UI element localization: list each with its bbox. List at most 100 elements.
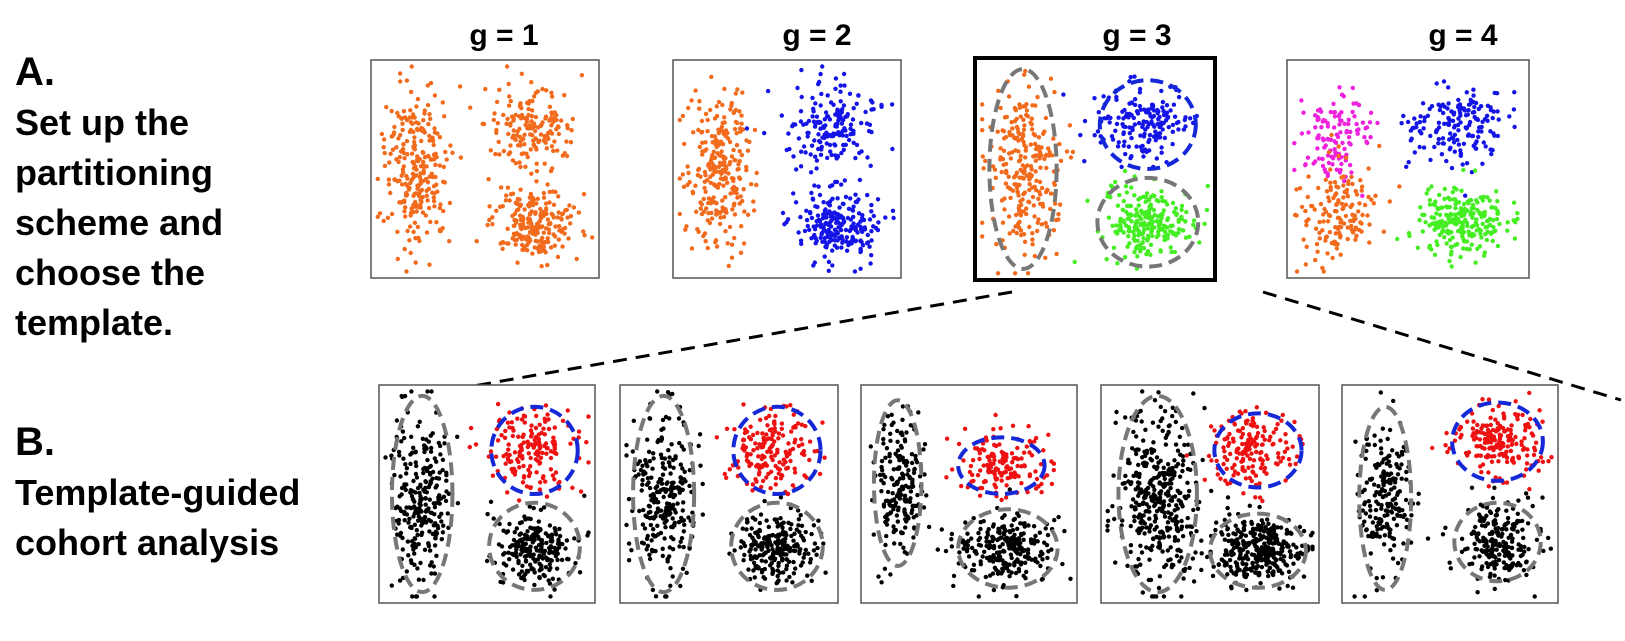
dot bbox=[677, 176, 682, 181]
dot bbox=[555, 215, 560, 220]
dot bbox=[1033, 469, 1038, 474]
dot bbox=[1018, 153, 1023, 159]
dot bbox=[1035, 220, 1041, 225]
dot bbox=[830, 248, 835, 253]
dot bbox=[660, 461, 665, 466]
dot bbox=[640, 463, 645, 468]
dot bbox=[1434, 81, 1439, 86]
dot bbox=[709, 197, 714, 202]
dot bbox=[1412, 116, 1417, 121]
dot bbox=[525, 248, 530, 253]
dot bbox=[921, 447, 926, 452]
dot bbox=[1166, 124, 1172, 130]
dot bbox=[854, 142, 860, 148]
dot bbox=[737, 149, 742, 154]
dot bbox=[714, 208, 719, 213]
dot bbox=[506, 81, 511, 87]
dot bbox=[1068, 155, 1074, 160]
dot bbox=[398, 474, 403, 479]
dot bbox=[432, 505, 438, 510]
dot bbox=[969, 536, 974, 541]
dot bbox=[537, 422, 542, 427]
dot bbox=[1448, 212, 1454, 218]
dot bbox=[531, 445, 536, 450]
dot bbox=[999, 535, 1004, 540]
dot bbox=[1153, 494, 1158, 499]
dot bbox=[677, 440, 682, 446]
dot bbox=[570, 116, 575, 122]
dot bbox=[424, 188, 429, 193]
dot bbox=[548, 538, 553, 544]
dot bbox=[723, 195, 728, 200]
dot bbox=[1022, 239, 1028, 244]
dot bbox=[1353, 188, 1358, 194]
dot bbox=[402, 511, 407, 516]
dot bbox=[665, 507, 671, 513]
dot bbox=[1156, 585, 1162, 591]
dot bbox=[426, 439, 431, 444]
dot bbox=[997, 530, 1002, 536]
dot bbox=[1357, 201, 1362, 206]
dot bbox=[490, 215, 495, 220]
dot bbox=[542, 443, 547, 448]
dot bbox=[494, 99, 500, 105]
dot bbox=[670, 547, 676, 552]
dot bbox=[1011, 228, 1016, 234]
dot bbox=[1294, 187, 1299, 192]
dot bbox=[1359, 188, 1364, 193]
dot bbox=[842, 178, 847, 183]
dot bbox=[1029, 122, 1035, 127]
dot bbox=[1328, 180, 1333, 185]
dot bbox=[522, 132, 527, 137]
dot bbox=[1453, 221, 1458, 227]
dot bbox=[858, 249, 863, 255]
dot bbox=[1191, 222, 1196, 227]
dot bbox=[447, 239, 452, 244]
dot bbox=[1323, 238, 1328, 243]
dot bbox=[435, 526, 441, 531]
dot bbox=[935, 547, 940, 552]
dot bbox=[741, 402, 746, 407]
dot bbox=[386, 182, 392, 187]
dot bbox=[411, 129, 416, 135]
dot bbox=[536, 536, 541, 541]
dot bbox=[1020, 175, 1025, 180]
dot bbox=[381, 145, 386, 150]
dot bbox=[1105, 518, 1111, 523]
dot bbox=[799, 422, 804, 427]
dot bbox=[700, 512, 705, 517]
dot bbox=[1029, 116, 1035, 121]
dot bbox=[406, 520, 411, 525]
dot bbox=[543, 201, 549, 206]
dot bbox=[820, 135, 825, 140]
dot bbox=[1292, 167, 1297, 173]
dot bbox=[432, 126, 437, 131]
dot bbox=[1019, 481, 1024, 486]
dot bbox=[662, 536, 667, 541]
dot bbox=[510, 425, 515, 431]
dot bbox=[996, 88, 1001, 94]
dot bbox=[404, 173, 409, 179]
dot bbox=[416, 193, 422, 199]
dot bbox=[825, 93, 830, 98]
dot bbox=[1335, 185, 1341, 190]
dot bbox=[700, 152, 705, 157]
dot bbox=[1354, 128, 1360, 133]
dot bbox=[521, 151, 526, 156]
dot bbox=[1334, 246, 1340, 251]
dot bbox=[795, 543, 800, 548]
dot bbox=[879, 580, 884, 585]
dot bbox=[645, 543, 651, 548]
dot bbox=[533, 442, 539, 447]
dot bbox=[757, 527, 762, 533]
dot bbox=[737, 159, 742, 164]
dot bbox=[568, 140, 574, 145]
dot bbox=[404, 192, 410, 197]
dot bbox=[539, 241, 544, 246]
dot bbox=[900, 417, 905, 422]
dot bbox=[1163, 435, 1169, 440]
dot bbox=[528, 464, 533, 469]
dot bbox=[1138, 107, 1143, 113]
dot bbox=[1166, 489, 1171, 494]
dot bbox=[419, 518, 424, 523]
